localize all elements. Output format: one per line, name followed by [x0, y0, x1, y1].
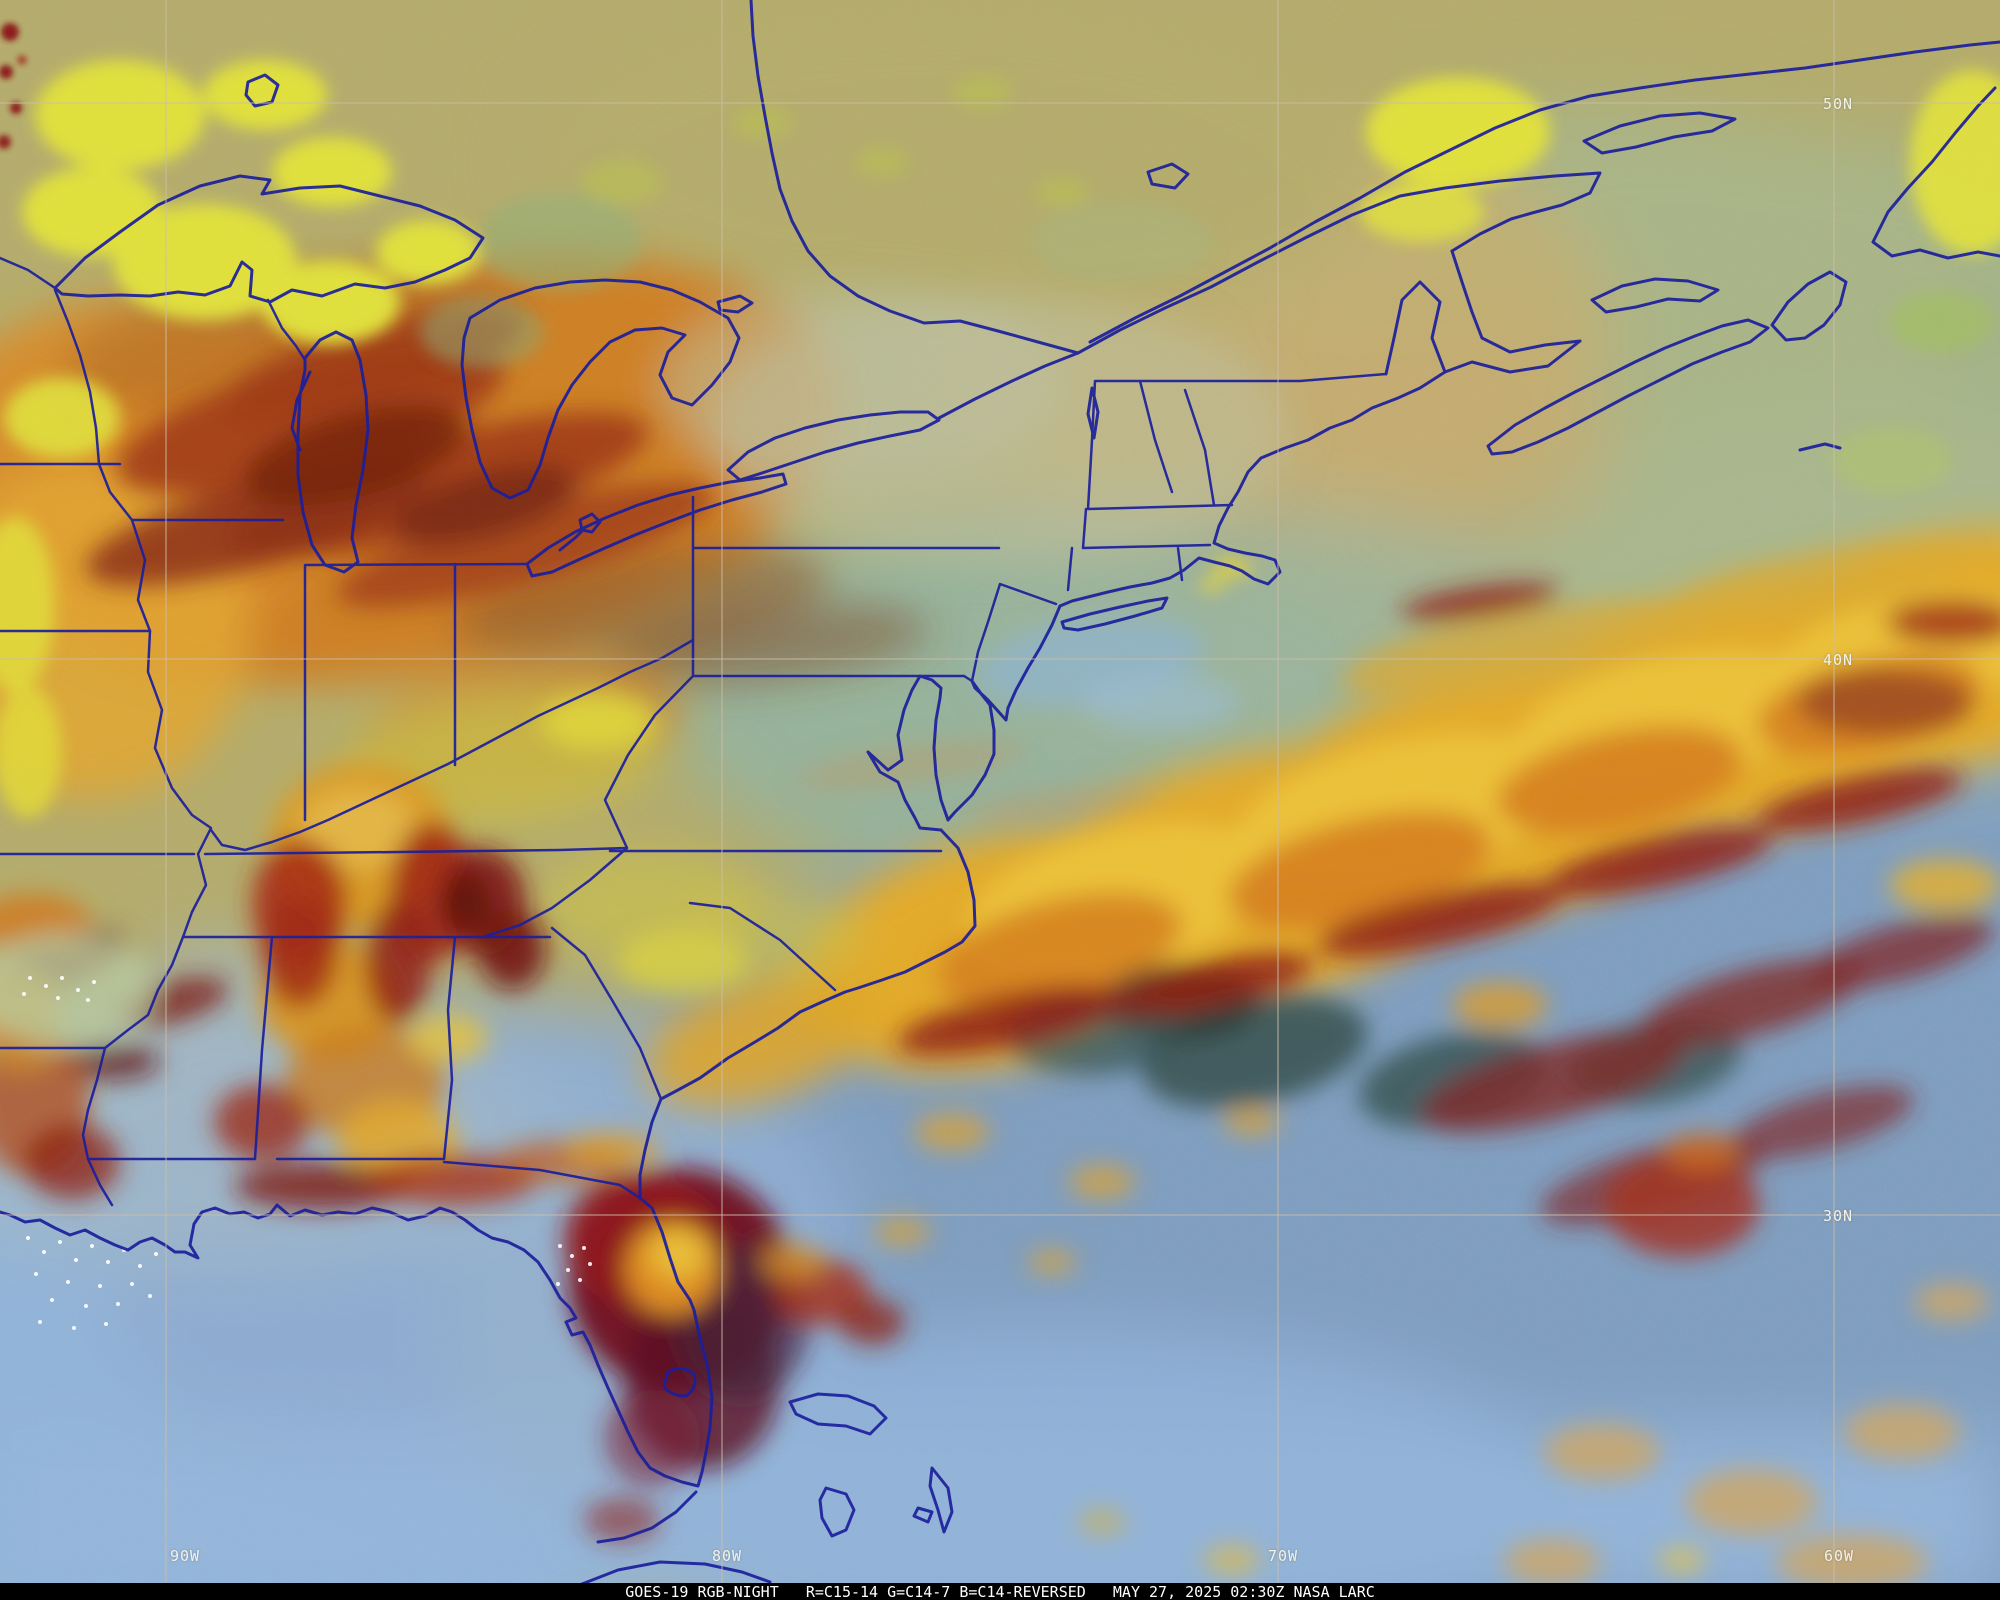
long-island-outline — [1060, 596, 1169, 632]
pei-outline — [1590, 277, 1720, 314]
lake-huron-outline — [460, 278, 741, 500]
latitude-label-40n: 40N — [1823, 651, 1854, 669]
cuba-coast — [580, 1560, 772, 1586]
caption-bar: GOES-19 RGB-NIGHT R=C15-14 G=C14-7 B=C14… — [0, 1583, 2000, 1600]
lake-superior-outline — [53, 174, 485, 304]
coast-southeast — [638, 828, 977, 1200]
longitude-label-60w: 60W — [1824, 1547, 1855, 1565]
lake-stclair-outline — [558, 512, 602, 552]
ohio-river — [209, 638, 695, 852]
newfoundland-west-coast — [1871, 86, 2000, 260]
new-brunswick-coast — [1443, 249, 1582, 374]
nova-scotia-outline — [1486, 270, 1848, 456]
small-lakes-outline — [244, 73, 1190, 440]
caption-text: GOES-19 RGB-NIGHT R=C15-14 G=C14-7 B=C14… — [625, 1582, 1375, 1600]
sable-island — [1798, 442, 1842, 452]
coast-florida-gulf — [0, 1196, 714, 1488]
mississippi-river — [81, 462, 213, 1207]
bahamas-outline — [788, 1392, 954, 1538]
st-lawrence-river — [937, 351, 1080, 420]
state-borders — [0, 372, 1388, 1200]
anticosti-outline — [1582, 111, 1737, 155]
upper-midwest-borders — [0, 256, 307, 466]
st-lawrence-south-bank — [1076, 171, 1602, 355]
lake-okeechobee-outline — [662, 1367, 697, 1398]
longitude-label-90w: 90W — [170, 1547, 201, 1565]
quebec-north-shore — [1088, 40, 2000, 344]
florida-keys-line — [596, 1490, 698, 1544]
lake-erie-outline — [525, 472, 788, 578]
coast-midatlantic — [866, 604, 1062, 832]
longitude-label-70w: 70W — [1268, 1547, 1299, 1565]
lake-ontario-outline — [726, 410, 941, 482]
coast-newengland — [1058, 370, 1447, 608]
latitude-label-30n: 30N — [1823, 1207, 1854, 1225]
maine-canada-border — [1384, 280, 1447, 376]
lake-michigan-outline — [290, 330, 370, 574]
ottawa-river-onqc-border — [749, 0, 1080, 355]
longitude-label-80w: 80W — [712, 1547, 743, 1565]
latitude-label-50n: 50N — [1823, 95, 1854, 113]
